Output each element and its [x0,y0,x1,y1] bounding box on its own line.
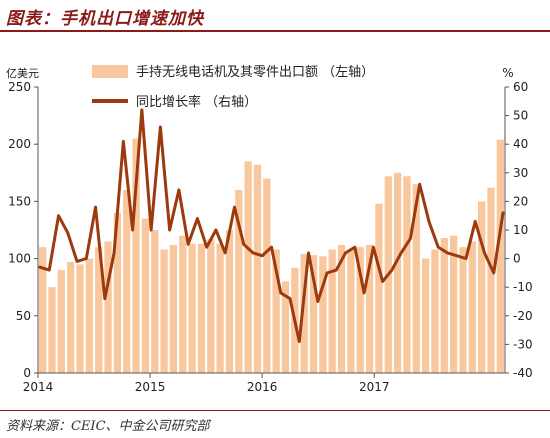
right-tick-label-4: 0 [513,252,521,266]
right-tick-label-7: 30 [513,166,528,180]
x-tick-label-0: 2014 [23,380,54,394]
bar-30 [319,256,327,373]
title-underline [0,30,550,32]
bar-5 [85,258,94,373]
bar-35 [365,244,374,373]
bar-3 [67,262,75,373]
bar-47 [478,201,486,373]
bar-7 [104,241,112,373]
right-tick-label-0: -40 [513,366,533,380]
bar-38 [393,172,402,373]
bar-32 [337,244,346,373]
bar-23 [253,164,262,373]
legend-label-growth-rate: 同比增长率 （右轴） [136,94,257,110]
right-tick-label-9: 50 [513,109,528,123]
bar-21 [235,189,243,373]
chart-legend: 手持无线电话机及其零件出口额 （左轴） 同比增长率 （右轴） [92,65,374,110]
bar-17 [197,243,206,373]
bar-48 [487,187,495,373]
right-tick-label-8: 40 [513,137,528,151]
bar-19 [216,243,224,373]
bar-20 [225,230,234,373]
left-tick-label-4: 200 [8,137,31,151]
bar-28 [300,254,308,373]
title-bar: 图表：手机出口增速加快 [0,0,550,32]
left-tick-label-5: 250 [8,80,31,94]
source-divider [0,410,550,411]
bar-15 [179,235,187,373]
bar-25 [272,249,280,373]
bar-39 [403,176,411,373]
bar-0 [39,247,47,373]
bar-46 [468,241,476,373]
right-tick-label-2: -20 [513,309,533,323]
bar-12 [151,230,159,373]
right-tick-label-1: -30 [513,337,533,351]
bar-44 [449,235,458,373]
bar-33 [347,249,355,373]
bar-series-export-value [39,138,504,373]
bar-40 [412,184,420,373]
bar-49 [496,139,504,373]
bar-6 [95,247,103,373]
right-tick-label-10: 60 [513,80,528,94]
bar-10 [132,138,140,373]
line-series-growth-rate [38,108,505,344]
left-axis-unit: 亿美元 [6,67,39,80]
bar-8 [113,212,122,373]
bar-41 [421,258,430,373]
legend-swatch-export-value [92,65,128,78]
bar-31 [328,249,336,373]
x-tick-label-3: 2017 [359,380,390,394]
left-tick-label-3: 150 [8,194,31,208]
bar-26 [281,281,290,373]
bar-9 [123,189,131,373]
left-tick-label-1: 50 [16,309,31,323]
bar-24 [263,178,271,373]
right-axis-unit: % [502,66,513,80]
bar-36 [375,203,383,373]
right-tick-label-3: -10 [513,280,533,294]
bar-18 [207,239,215,373]
legend-label-export-value: 手持无线电话机及其零件出口额 （左轴） [136,65,374,80]
chart-title: 图表：手机出口增速加快 [6,9,204,29]
right-tick-label-5: 10 [513,223,528,237]
right-tick-label-6: 20 [513,194,528,208]
bar-29 [309,255,318,373]
bar-2 [57,270,65,373]
source-note: 资料来源：CEIC、中金公司研究部 [6,419,210,434]
bar-1 [48,287,56,373]
bar-34 [356,247,364,373]
bar-11 [141,218,150,373]
bar-13 [160,249,168,373]
bar-22 [244,161,252,373]
left-tick-label-0: 0 [23,366,31,380]
bar-45 [459,247,467,373]
chart-axes: 0 50 100 150 200 250 -40 -30 -20 -10 0 10 20 30 40 50 60… [6,66,533,394]
bar-14 [169,244,178,373]
bar-16 [188,243,196,373]
left-tick-label-2: 100 [8,252,31,266]
bar-43 [440,238,448,373]
x-tick-label-1: 2015 [135,380,166,394]
bar-42 [431,249,439,373]
growth-rate-line [38,108,505,344]
x-tick-label-2: 2016 [247,380,278,394]
bar-4 [76,264,84,373]
